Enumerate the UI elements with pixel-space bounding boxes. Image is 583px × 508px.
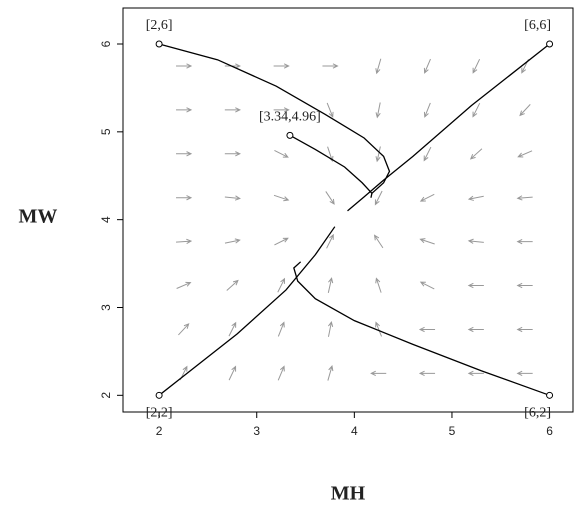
field-arrow [326, 102, 334, 118]
x-tick-label: 3 [253, 424, 260, 438]
trajectory [158, 226, 336, 396]
field-arrow [178, 323, 190, 336]
field-arrow [375, 58, 382, 75]
x-tick-label: 4 [351, 424, 358, 438]
field-arrow [327, 320, 334, 337]
field-arrow [228, 321, 237, 337]
field-arrow [516, 282, 533, 289]
field-arrow [517, 150, 533, 158]
field-arrow [375, 146, 381, 163]
field-arrow [418, 370, 436, 376]
field-arrow [516, 326, 533, 333]
field-arrow [327, 365, 334, 381]
start-point [155, 391, 163, 399]
field-arrow [176, 195, 193, 201]
field-arrow [273, 63, 290, 69]
field-arrow [419, 281, 435, 290]
x-axis-title: MH [331, 483, 366, 505]
field-arrow [419, 238, 435, 245]
trajectory [289, 134, 373, 198]
field-arrow [467, 238, 484, 244]
x-tick-label: 2 [156, 424, 163, 438]
plot-frame [122, 7, 574, 413]
field-arrow [277, 365, 285, 381]
field-arrow [373, 234, 384, 249]
start-point [546, 391, 554, 399]
field-arrow [228, 365, 237, 381]
field-arrow [224, 195, 241, 201]
start-point [155, 40, 163, 48]
field-arrow [516, 370, 533, 376]
trajectory [293, 261, 550, 396]
field-arrow [375, 277, 382, 293]
field-arrow [277, 277, 286, 293]
field-arrow [418, 326, 436, 333]
field-arrow [467, 326, 484, 333]
field-arrow [374, 190, 383, 206]
field-arrow [423, 58, 431, 74]
field-arrow [419, 193, 435, 202]
field-arrow [423, 146, 432, 162]
field-arrow [322, 63, 339, 69]
field-arrow [274, 237, 289, 246]
field-arrow [467, 370, 484, 376]
field-arrow [516, 238, 533, 245]
field-arrow [274, 149, 289, 158]
point-label: [6,6] [524, 18, 551, 33]
point-label: [6,2] [524, 406, 551, 421]
start-point [546, 40, 554, 48]
y-tick-label: 5 [99, 128, 113, 135]
field-arrow [224, 238, 241, 244]
field-arrow [176, 63, 193, 69]
field-arrow [277, 321, 285, 337]
x-tick-label: 6 [546, 424, 553, 438]
field-arrow [273, 107, 290, 113]
y-tick-label: 2 [99, 392, 113, 399]
field-arrow [375, 321, 382, 337]
field-arrow [325, 191, 335, 205]
y-tick-label: 6 [99, 40, 113, 47]
y-tick-label: 4 [99, 216, 113, 223]
trajectory [347, 43, 550, 212]
y-tick-label: 3 [99, 304, 113, 311]
field-arrow [467, 282, 484, 289]
field-arrow [224, 107, 241, 113]
field-arrow [176, 151, 193, 157]
field-arrow [467, 195, 484, 201]
field-arrow [472, 102, 481, 118]
point-label: [3.34,4.96] [259, 110, 321, 125]
field-arrow [327, 277, 334, 293]
field-arrow [469, 148, 483, 160]
field-arrow [423, 102, 431, 118]
x-tick-label: 5 [449, 424, 456, 438]
field-arrow [176, 281, 192, 289]
field-arrow [224, 151, 241, 157]
field-arrow [176, 107, 193, 113]
field-arrow [370, 370, 387, 376]
field-arrow [176, 238, 193, 245]
field-arrow [375, 102, 381, 119]
start-point [286, 131, 294, 139]
y-axis-title: MW [19, 206, 58, 228]
field-arrow [519, 104, 531, 117]
field-arrow [516, 195, 533, 201]
field-arrow [472, 58, 481, 74]
point-label: [2,6] [146, 18, 173, 33]
field-arrow [326, 233, 334, 249]
field-arrow [226, 279, 239, 291]
field-arrow [273, 194, 290, 202]
point-label: [2,2] [146, 406, 173, 421]
